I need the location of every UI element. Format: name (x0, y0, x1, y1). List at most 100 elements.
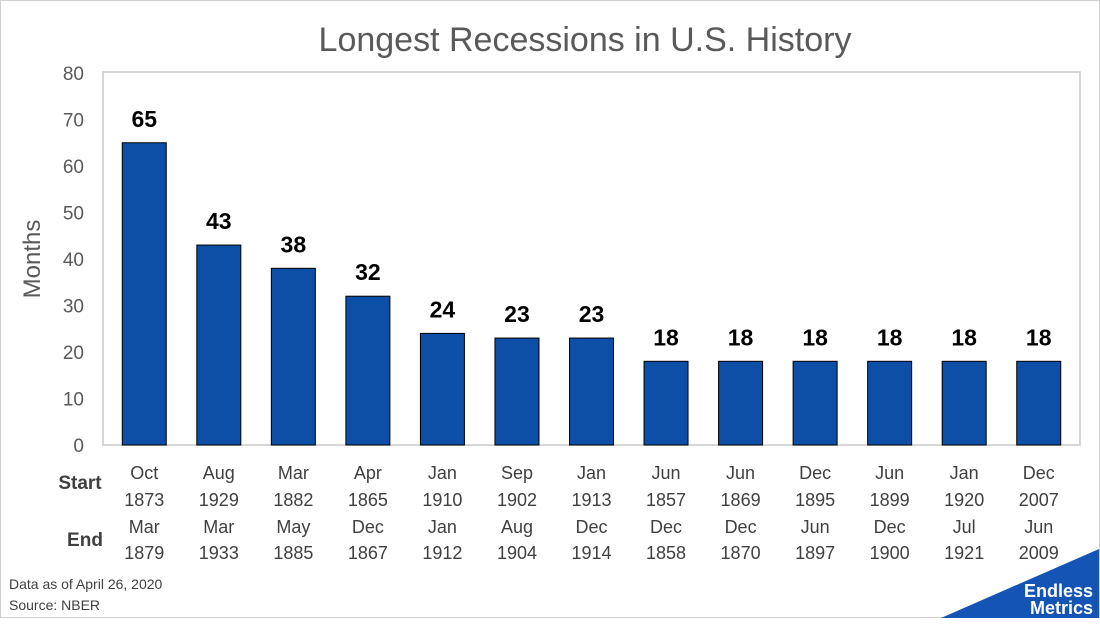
y-tick-label: 80 (63, 64, 84, 85)
footer-note: Data as of April 26, 2020 (9, 576, 163, 592)
end-month-label: Dec (874, 517, 906, 537)
start-year-label: 1895 (795, 490, 835, 510)
end-year-label: 1914 (571, 543, 611, 563)
start-month-label: Aug (203, 463, 235, 483)
bar (494, 337, 540, 446)
end-month-label: Jun (801, 517, 830, 537)
end-year-label: 1879 (124, 543, 164, 563)
start-row-label: Start (58, 473, 102, 494)
bar (643, 360, 689, 446)
end-year-label: 1867 (348, 543, 388, 563)
start-month-label: Jun (875, 463, 904, 483)
start-month-label: Sep (501, 463, 533, 483)
end-year-label: 1904 (497, 543, 537, 563)
end-year-label: 2009 (1019, 543, 1059, 563)
bar (270, 267, 316, 446)
bar (792, 360, 838, 446)
start-year-label: 1882 (273, 490, 313, 510)
start-year-label: 1929 (199, 490, 239, 510)
x-axis-labels: Oct 1873 Mar 1879 Aug 1929 Mar 1933 Mar 1882 May 18… (124, 463, 1059, 563)
bar (1016, 360, 1062, 446)
start-year-label: 1869 (721, 490, 761, 510)
start-month-label: Dec (799, 463, 831, 483)
end-month-label: Jul (953, 517, 976, 537)
y-axis-label: Months (19, 220, 46, 299)
end-month-label: Dec (352, 517, 384, 537)
bar-value-label: 65 (131, 106, 157, 132)
end-year-label: 1858 (646, 543, 686, 563)
start-month-label: Apr (354, 463, 382, 483)
y-tick-label: 0 (73, 436, 84, 457)
start-month-label: Oct (130, 463, 158, 483)
end-year-label: 1870 (721, 543, 761, 563)
bar-value-label: 18 (802, 324, 828, 350)
bar-value-label: 18 (728, 324, 754, 350)
end-row-label: End (67, 530, 103, 551)
logo-line-2: Metrics (1030, 598, 1093, 618)
bar (196, 244, 242, 446)
start-month-label: Dec (1023, 463, 1055, 483)
start-year-label: 1857 (646, 490, 686, 510)
end-month-label: Dec (725, 517, 757, 537)
bar-value-label: 18 (877, 324, 903, 350)
end-month-label: Jun (1024, 517, 1053, 537)
start-year-label: 1913 (571, 490, 611, 510)
end-month-label: Dec (575, 517, 607, 537)
y-tick-label: 10 (63, 390, 84, 411)
start-year-label: 1865 (348, 490, 388, 510)
start-year-label: 1902 (497, 490, 537, 510)
start-month-label: Jan (428, 463, 457, 483)
end-year-label: 1933 (199, 543, 239, 563)
start-month-label: Jan (577, 463, 606, 483)
bar-value-label: 23 (504, 301, 530, 327)
bar-value-label: 43 (206, 208, 232, 234)
start-year-label: 1910 (422, 490, 462, 510)
end-month-label: Aug (501, 517, 533, 537)
chart-title: Longest Recessions in U.S. History (319, 21, 852, 59)
y-tick-label: 50 (63, 204, 84, 225)
start-month-label: Jun (652, 463, 681, 483)
end-year-label: 1897 (795, 543, 835, 563)
start-month-label: Jan (950, 463, 979, 483)
start-year-label: 1899 (870, 490, 910, 510)
start-month-label: Jun (726, 463, 755, 483)
bar-value-label: 18 (1026, 324, 1052, 350)
end-year-label: 1921 (944, 543, 984, 563)
y-tick-label: 40 (63, 250, 84, 271)
end-month-label: Jan (428, 517, 457, 537)
end-year-label: 1900 (870, 543, 910, 563)
bar-value-label: 23 (579, 301, 605, 327)
bar (718, 360, 764, 446)
bar-value-label: 24 (430, 296, 456, 322)
end-year-label: 1885 (273, 543, 313, 563)
y-tick-label: 70 (63, 111, 84, 132)
bar-value-label: 32 (355, 259, 381, 285)
bars-group: 65 43 38 32 24 23 23 18 18 18 18 18 18 (121, 106, 1062, 446)
bar (941, 360, 987, 446)
logo-line-1: Endless (1024, 581, 1093, 601)
start-year-label: 1873 (124, 490, 164, 510)
end-month-label: Mar (203, 517, 234, 537)
footer-source: Source: NBER (9, 597, 100, 613)
bar-value-label: 18 (653, 324, 679, 350)
y-tick-label: 60 (63, 157, 84, 178)
end-month-label: May (276, 517, 310, 537)
bar (569, 337, 614, 446)
end-year-label: 1912 (422, 543, 462, 563)
end-month-label: Mar (129, 517, 160, 537)
logo-banner (941, 549, 1099, 618)
bar (121, 142, 167, 446)
start-year-label: 2007 (1019, 490, 1059, 510)
end-month-label: Dec (650, 517, 682, 537)
bar (867, 360, 913, 446)
bar (345, 295, 391, 446)
start-year-label: 1920 (944, 490, 984, 510)
y-tick-label: 30 (63, 297, 84, 318)
bar-value-label: 18 (951, 324, 977, 350)
y-tick-label: 20 (63, 343, 84, 364)
bar-value-label: 38 (281, 231, 307, 257)
bar (419, 332, 465, 446)
y-axis-ticks: 0 10 20 30 40 50 60 70 80 (63, 64, 84, 457)
